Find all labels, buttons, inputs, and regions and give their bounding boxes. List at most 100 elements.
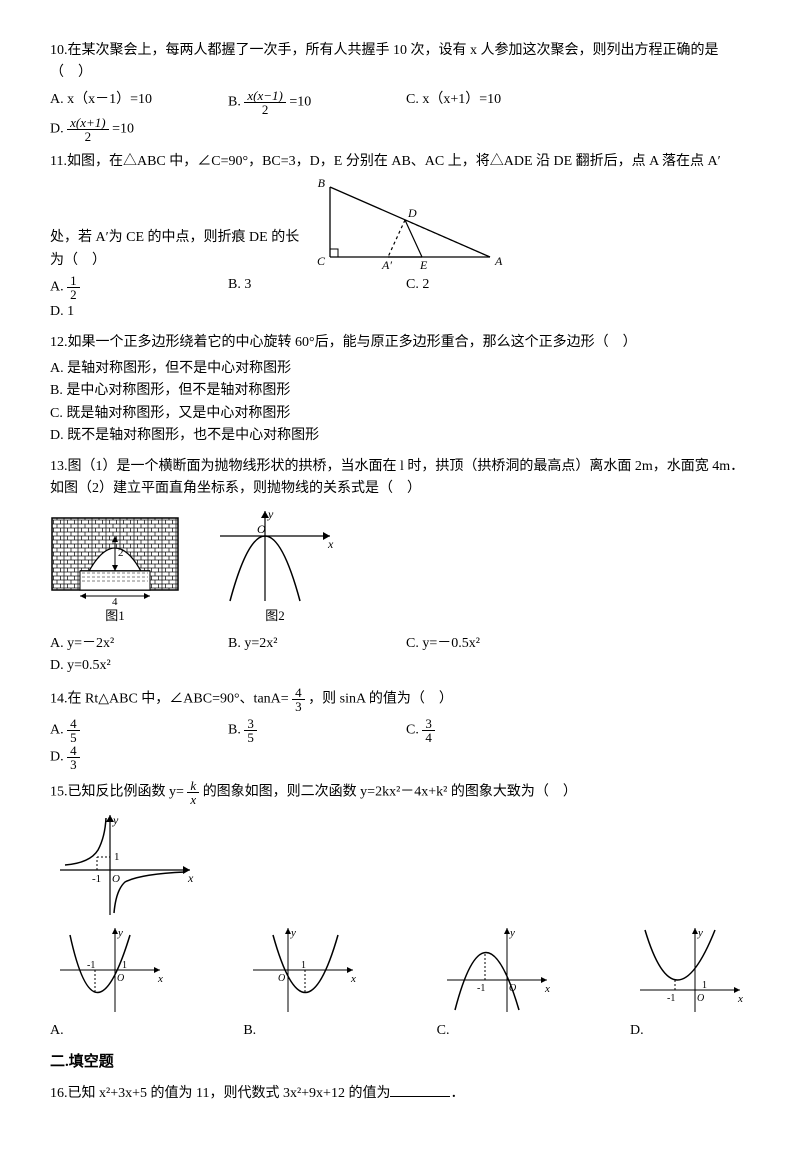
q15-suffix: 的图象如图，则二次函数 y=2kx²－4x+k² 的图象大致为（ ） <box>199 785 577 800</box>
svg-text:1: 1 <box>702 980 707 991</box>
q13-d: D. y=0.5x² <box>50 658 111 673</box>
q12-text: 12.如果一个正多边形绕着它的中心旋转 60°后，能与原正多边形重合，那么这个正… <box>50 335 637 350</box>
label-e: E <box>419 258 428 272</box>
q13-fig1: 2 4 图1 <box>50 516 180 627</box>
label-d: D <box>407 206 417 220</box>
fig1-label: 图1 <box>50 606 180 627</box>
q11-a-frac: 12 <box>67 274 80 301</box>
parab-a: y x O -1 1 <box>50 920 170 1020</box>
q10-d-suffix: =10 <box>109 122 134 137</box>
q11-text1: 11.如图，在△ABC 中，∠C=90°，BC=3，D，E 分别在 AB、AC … <box>50 154 721 169</box>
q10-opt-b: B. x(x−1)2 =10 <box>228 89 406 116</box>
hyperbola-graph: y x O 1 -1 <box>50 810 200 920</box>
svg-text:-1: -1 <box>477 983 485 994</box>
svg-text:y: y <box>697 927 703 939</box>
q11-row: 处，若 A′为 CE 的中点，则折痕 DE 的长为（ ） B C A D A′ … <box>50 177 750 272</box>
g1: 1 <box>114 851 120 863</box>
q14-lb: B. <box>228 723 241 738</box>
parab-b: y x O 1 <box>243 920 363 1020</box>
q13-b: B. y=2x² <box>228 636 277 651</box>
svg-text:x: x <box>350 973 356 985</box>
dim-4: 4 <box>112 596 118 606</box>
q14-opt-d: D. 43 <box>50 744 228 771</box>
q10-d-frac: x(x+1)2 <box>67 116 108 143</box>
q10-opt-c: C. x（x+1）=10 <box>406 89 584 116</box>
q10-a-text: A. x（x－1）=10 <box>50 92 152 107</box>
question-11-line1: 11.如图，在△ABC 中，∠C=90°，BC=3，D，E 分别在 AB、AC … <box>50 151 750 173</box>
parabola-axes: O y x <box>210 506 340 606</box>
q15-la: A. <box>50 1020 170 1042</box>
q15-lc: C. <box>437 1020 557 1042</box>
q13-a: A. y=－2x² <box>50 636 114 651</box>
svg-text:O: O <box>697 993 704 1004</box>
q14-options: A. 45 B. 35 C. 34 D. 43 <box>50 717 750 771</box>
origin-o: O <box>257 522 266 536</box>
label-a: A <box>494 254 503 268</box>
q10-b-num: x(x−1) <box>244 89 285 103</box>
question-14: 14.在 Rt△ABC 中，∠ABC=90°、tanA= 43 ，则 sinA … <box>50 686 750 713</box>
q14-cd: 4 <box>422 731 435 744</box>
q14-opt-b: B. 35 <box>228 717 406 744</box>
q14-fa: 45 <box>67 717 80 744</box>
gy: y <box>112 813 119 827</box>
q13-figures: 2 4 图1 O y x 图2 <box>50 506 750 627</box>
q11-opt-c: C. 2 <box>406 274 584 301</box>
q12-opt-a: A. 是轴对称图形，但不是中心对称图形 <box>50 358 403 380</box>
svg-text:1: 1 <box>301 960 306 971</box>
svg-text:x: x <box>737 993 743 1005</box>
dim-2: 2 <box>118 547 124 559</box>
q10-d-prefix: D. <box>50 122 67 137</box>
q11-a-den: 2 <box>67 288 80 301</box>
question-15: 15.已知反比例函数 y= kx 的图象如图，则二次函数 y=2kx²－4x+k… <box>50 779 750 806</box>
q12-a: A. 是轴对称图形，但不是中心对称图形 <box>50 361 291 376</box>
q15-frac: kx <box>187 779 199 806</box>
q10-opt-a: A. x（x－1）=10 <box>50 89 228 116</box>
svg-text:y: y <box>509 927 515 939</box>
svg-text:-1: -1 <box>667 993 675 1004</box>
q14-fb: 35 <box>244 717 257 744</box>
q11-a-num: 1 <box>67 274 80 288</box>
q15-options: y x O -1 1 A. y x O 1 B. <box>50 920 750 1042</box>
label-b: B <box>318 177 326 190</box>
svg-text:-1: -1 <box>87 960 95 971</box>
svg-text:O: O <box>117 973 124 984</box>
q10-options: A. x（x－1）=10 B. x(x−1)2 =10 C. x（x+1）=10… <box>50 89 750 143</box>
q12-options: A. 是轴对称图形，但不是中心对称图形 B. 是中心对称图形，但不是轴对称图形 … <box>50 358 750 448</box>
q13-c: C. y=－0.5x² <box>406 636 480 651</box>
q13-opt-a: A. y=－2x² <box>50 633 228 655</box>
q14-fc: 34 <box>422 717 435 744</box>
q12-c: C. 既是轴对称图形，又是中心对称图形 <box>50 406 290 421</box>
gx: x <box>187 871 194 885</box>
q11-d-text: D. 1 <box>50 304 74 319</box>
q15-fn: k <box>187 779 199 793</box>
fig2-label: 图2 <box>210 606 340 627</box>
q15-ld: D. <box>630 1020 750 1042</box>
q13-opt-d: D. y=0.5x² <box>50 655 228 677</box>
q10-d-num: x(x+1) <box>67 116 108 130</box>
q10-b-prefix: B. <box>228 95 244 110</box>
q14-dn: 4 <box>67 744 80 758</box>
q14-prefix: 14.在 Rt△ABC 中，∠ABC=90°、tanA= <box>50 692 292 707</box>
svg-text:O: O <box>278 973 285 984</box>
q13-opt-c: C. y=－0.5x² <box>406 633 584 655</box>
q14-fd: 43 <box>67 744 80 771</box>
q16-suffix: ． <box>450 1086 464 1101</box>
q14-ad: 5 <box>67 731 80 744</box>
q13-text: 13.图（1）是一个横断面为抛物线形状的拱桥，当水面在 l 时，拱顶（拱桥洞的最… <box>50 459 744 496</box>
q11-c-text: C. 2 <box>406 277 429 292</box>
q11-opt-d: D. 1 <box>50 301 228 323</box>
question-16: 16.已知 x²+3x+5 的值为 11，则代数式 3x²+9x+12 的值为． <box>50 1082 750 1105</box>
q10-b-suffix: =10 <box>286 95 311 110</box>
q11-opt-b: B. 3 <box>228 274 406 301</box>
q10-opt-d: D. x(x+1)2 =10 <box>50 116 228 143</box>
q11-opt-a: A. 12 <box>50 274 228 301</box>
q10-d-den: 2 <box>67 130 108 143</box>
q15-given-graph: y x O 1 -1 <box>50 810 750 920</box>
q13-fig2: O y x 图2 <box>210 506 340 627</box>
q15-prefix: 15.已知反比例函数 y= <box>50 785 187 800</box>
svg-text:1: 1 <box>122 960 127 971</box>
q14-bn: 3 <box>244 717 257 731</box>
question-12: 12.如果一个正多边形绕着它的中心旋转 60°后，能与原正多边形重合，那么这个正… <box>50 332 750 354</box>
q12-b: B. 是中心对称图形，但不是轴对称图形 <box>50 383 290 398</box>
q12-opt-b: B. 是中心对称图形，但不是轴对称图形 <box>50 380 403 402</box>
